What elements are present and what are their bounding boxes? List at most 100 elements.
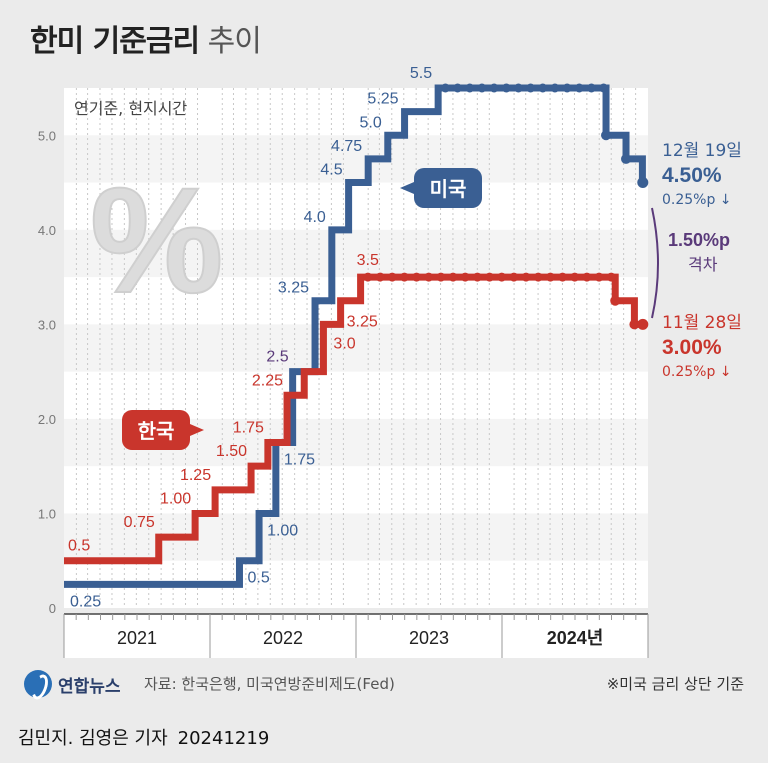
us-series-tag-label: 미국 [430, 177, 467, 201]
data-point-kr [436, 272, 446, 282]
step-label-kr: 3.25 [347, 314, 378, 331]
logo-mark-icon [24, 670, 52, 698]
year-label: 2021 [117, 628, 157, 648]
kr-series-tag-pointer [190, 424, 204, 436]
step-label-kr: 1.50 [216, 443, 247, 460]
step-label-us: 0.25 [70, 593, 101, 610]
year-label: 2023 [409, 628, 449, 648]
step-label-kr: 1.25 [180, 467, 211, 484]
data-point-us [601, 130, 612, 141]
grid-band [64, 88, 648, 136]
data-point-kr [485, 272, 495, 282]
grid-band [64, 466, 648, 514]
year-label: 2024년 [547, 628, 604, 648]
step-label-us: 1.00 [267, 522, 298, 539]
data-point-kr [521, 272, 531, 282]
gap-text: 격차 [688, 255, 718, 274]
step-label-kr: 1.00 [160, 490, 191, 507]
us-series-tag-pointer [400, 182, 414, 194]
data-point-us [621, 153, 632, 164]
step-label-us: 5.0 [360, 114, 382, 131]
data-point-us [586, 83, 596, 93]
title-main: 한미 기준금리 [30, 24, 200, 59]
kr-end-value: 3.00% [662, 336, 722, 359]
data-point-kr [399, 272, 409, 282]
step-label-us: 0.5 [247, 570, 269, 587]
y-tick-label: 1.0 [38, 506, 56, 521]
data-point-kr [448, 272, 458, 282]
step-label-us: 2.5 [266, 349, 288, 366]
data-point-kr [387, 272, 397, 282]
data-point-kr [545, 272, 555, 282]
gap-bracket [651, 207, 659, 319]
data-point-kr [637, 318, 649, 330]
page-title: 한미 기준금리 추이 [30, 16, 262, 60]
byline-reporters: 김민지. 김영은 기자 [18, 728, 168, 749]
data-point-kr [412, 272, 422, 282]
year-label: 2022 [263, 628, 303, 648]
data-point-kr [582, 272, 592, 282]
y-tick-label: 0 [49, 601, 56, 616]
step-label-kr: 2.25 [252, 372, 283, 389]
y-tick-label: 2.0 [38, 412, 56, 427]
step-label-us: 1.75 [284, 452, 315, 469]
data-point-us [489, 83, 499, 93]
data-point-us [440, 83, 450, 93]
data-point-kr [375, 272, 385, 282]
data-point-us [513, 83, 523, 93]
us-series-tag: 미국 [400, 168, 482, 208]
step-label-kr: 0.5 [68, 538, 90, 555]
step-label-kr: 0.75 [124, 514, 155, 531]
data-point-kr [460, 272, 470, 282]
data-point-kr [509, 272, 519, 282]
step-label-us: 5.25 [367, 91, 398, 108]
us-end-date: 12월 19일 [662, 141, 742, 161]
us-end-value: 4.50% [662, 164, 722, 187]
data-point-us [477, 83, 487, 93]
step-label-kr: 1.75 [233, 420, 264, 437]
data-point-kr [558, 272, 568, 282]
step-label-kr: 3.0 [333, 335, 355, 352]
data-point-kr [497, 272, 507, 282]
step-label-us: 4.5 [320, 162, 342, 179]
step-label-us: 4.75 [331, 138, 362, 155]
us-end-change: 0.25%p ↓ [662, 192, 732, 208]
title-sub: 추이 [207, 24, 262, 59]
us-series-tag-box [414, 168, 482, 208]
data-point-us [538, 83, 548, 93]
data-point-us [599, 83, 609, 93]
gap-value: 1.50%p [668, 230, 730, 250]
data-point-kr [629, 319, 640, 330]
kr-series-tag-label: 한국 [138, 419, 175, 443]
data-point-us [501, 83, 511, 93]
kr-series-tag: 한국 [122, 410, 204, 450]
data-point-us [465, 83, 475, 93]
data-point-kr [363, 272, 373, 282]
data-point-kr [472, 272, 482, 282]
kr-series-tag-box [122, 410, 190, 450]
kr-end-date: 11월 28일 [662, 313, 742, 333]
percent-icon: % [90, 156, 223, 324]
data-point-kr [610, 295, 621, 306]
yonhap-logo: 연합뉴스 [24, 670, 121, 698]
chart-subtitle: 연기준, 현지시간 [74, 99, 187, 118]
data-point-kr [594, 272, 604, 282]
data-point-us [562, 83, 572, 93]
y-tick-label: 3.0 [38, 317, 56, 332]
data-point-us [526, 83, 536, 93]
kr-end-change: 0.25%p ↓ [662, 364, 732, 380]
source-note: 자료: 한국은행, 미국연방준비제도(Fed) [144, 675, 395, 693]
chart: 0 1.0 2.0 3.0 4.0 5.0 연기준, 현지시간% 2021 2022 2023 20… [38, 65, 742, 658]
step-label-us: 3.25 [278, 280, 309, 297]
y-tick-label: 5.0 [38, 128, 56, 143]
data-point-kr [570, 272, 580, 282]
data-point-us [453, 83, 463, 93]
y-tick-label: 4.0 [38, 223, 56, 238]
byline: 김민지. 김영은 기자 20241219 [18, 724, 269, 750]
step-label-kr: 3.5 [357, 252, 379, 269]
logo-text: 연합뉴스 [58, 676, 121, 696]
data-point-us [550, 83, 560, 93]
data-point-kr [606, 272, 616, 282]
data-point-kr [533, 272, 543, 282]
